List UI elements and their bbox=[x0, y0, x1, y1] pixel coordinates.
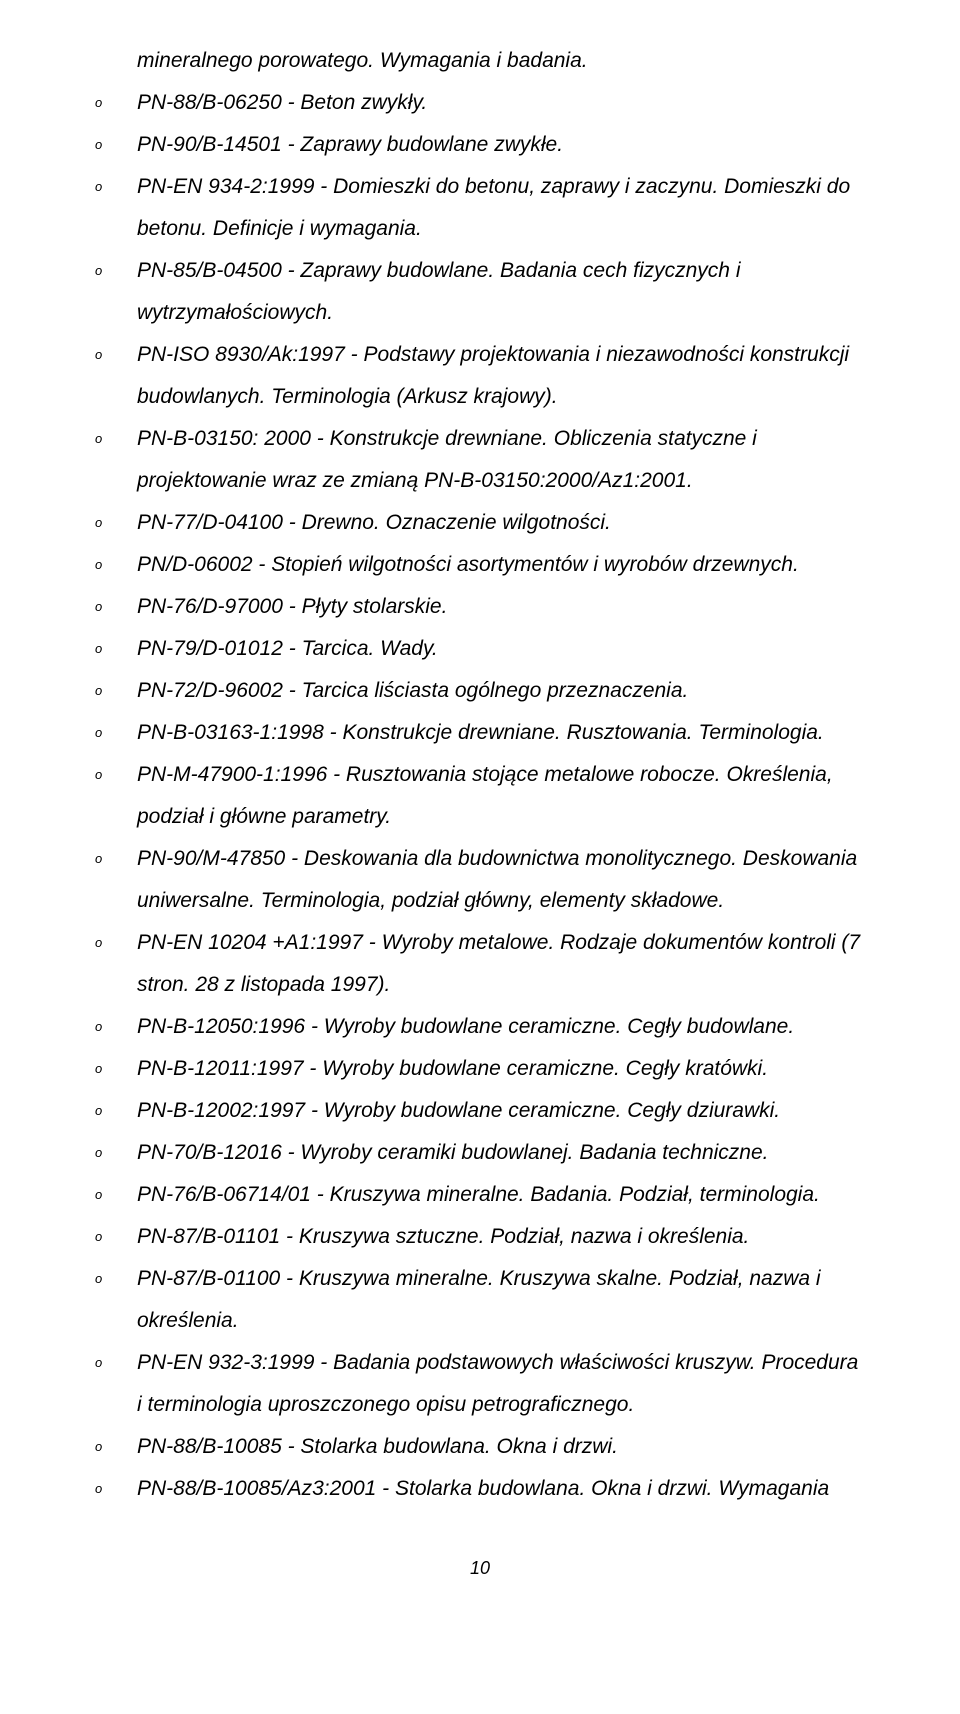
list-item: PN-90/M-47850 - Deskowania dla budownict… bbox=[95, 838, 865, 922]
list-item: PN-88/B-10085 - Stolarka budowlana. Okna… bbox=[95, 1426, 865, 1468]
list-item: PN-EN 10204 +A1:1997 - Wyroby metalowe. … bbox=[95, 922, 865, 1006]
list-item: PN-90/B-14501 - Zaprawy budowlane zwykłe… bbox=[95, 124, 865, 166]
list-item: PN-87/B-01101 - Kruszywa sztuczne. Podzi… bbox=[95, 1216, 865, 1258]
list-item: PN-EN 934-2:1999 - Domieszki do betonu, … bbox=[95, 166, 865, 250]
list-item: PN-87/B-01100 - Kruszywa mineralne. Krus… bbox=[95, 1258, 865, 1342]
page-number: 10 bbox=[95, 1550, 865, 1586]
list-item: PN-B-12002:1997 - Wyroby budowlane ceram… bbox=[95, 1090, 865, 1132]
list-item: PN/D-06002 - Stopień wilgotności asortym… bbox=[95, 544, 865, 586]
list-item: PN-70/B-12016 - Wyroby ceramiki budowlan… bbox=[95, 1132, 865, 1174]
list-item: PN-B-03163-1:1998 - Konstrukcje drewnian… bbox=[95, 712, 865, 754]
list-item: PN-88/B-06250 - Beton zwykły. bbox=[95, 82, 865, 124]
list-item: PN-M-47900-1:1996 - Rusztowania stojące … bbox=[95, 754, 865, 838]
list-item: PN-EN 932-3:1999 - Badania podstawowych … bbox=[95, 1342, 865, 1426]
list-item: PN-76/B-06714/01 - Kruszywa mineralne. B… bbox=[95, 1174, 865, 1216]
list-item: PN-B-03150: 2000 - Konstrukcje drewniane… bbox=[95, 418, 865, 502]
list-item: PN-85/B-04500 - Zaprawy budowlane. Badan… bbox=[95, 250, 865, 334]
list-item: PN-79/D-01012 - Tarcica. Wady. bbox=[95, 628, 865, 670]
list-item: PN-ISO 8930/Ak:1997 - Podstawy projektow… bbox=[95, 334, 865, 418]
continuation-text: mineralnego porowatego. Wymagania i bada… bbox=[137, 40, 865, 82]
standards-list: PN-88/B-06250 - Beton zwykły.PN-90/B-145… bbox=[95, 82, 865, 1510]
list-item: PN-76/D-97000 - Płyty stolarskie. bbox=[95, 586, 865, 628]
list-item: PN-88/B-10085/Az3:2001 - Stolarka budowl… bbox=[95, 1468, 865, 1510]
list-item: PN-B-12011:1997 - Wyroby budowlane ceram… bbox=[95, 1048, 865, 1090]
list-item: PN-72/D-96002 - Tarcica liściasta ogólne… bbox=[95, 670, 865, 712]
list-item: PN-B-12050:1996 - Wyroby budowlane ceram… bbox=[95, 1006, 865, 1048]
list-item: PN-77/D-04100 - Drewno. Oznaczenie wilgo… bbox=[95, 502, 865, 544]
